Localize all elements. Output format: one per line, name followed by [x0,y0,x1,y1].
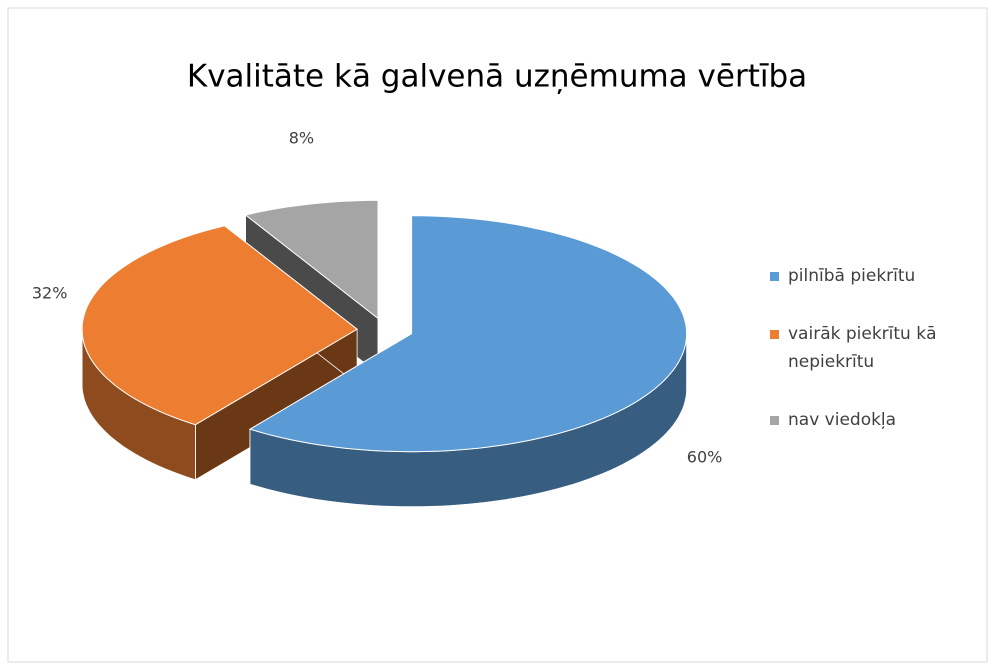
pie-slice [81,224,358,481]
legend-label: vairāk piekrītu kā nepiekrītu [788,324,937,372]
legend-item: vairāk piekrītu kā nepiekrītu [770,320,980,376]
data-label: 32% [32,284,68,303]
legend-swatch [770,330,779,339]
data-label: 60% [687,447,723,466]
legend-label: pilnībā piekrītu [788,266,916,286]
legend-item: nav viedokļa [770,406,980,434]
legend-swatch [770,272,779,281]
slice-top [248,215,688,453]
data-label: 8% [289,129,314,148]
legend-swatch [770,416,779,425]
legend-label: nav viedokļa [788,410,897,430]
slice-top [81,225,358,426]
pie-slice [248,215,688,508]
legend: pilnībā piekrītu vairāk piekrītu kā nepie… [770,262,980,464]
legend-item: pilnībā piekrītu [770,262,980,290]
slice-top [244,199,379,320]
chart-title: Kvalitāte kā galvenā uzņēmuma vērtība [187,59,807,95]
